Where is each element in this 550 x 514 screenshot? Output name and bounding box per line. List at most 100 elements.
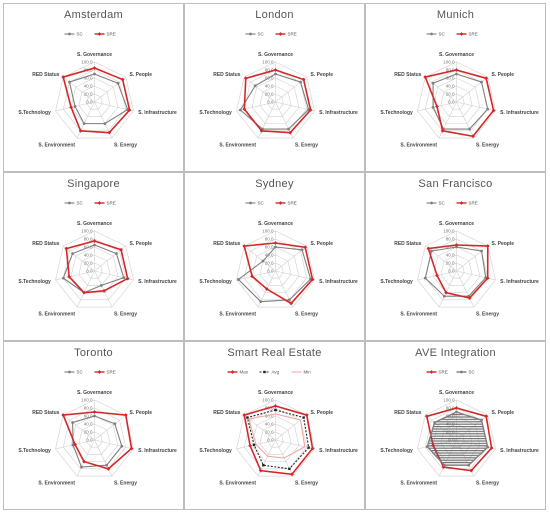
data-point [467,296,472,300]
grid-spoke [275,270,315,281]
grid-ring [267,262,284,279]
axis-label: S. Infrastructure [319,448,358,454]
legend-label: SC [258,201,265,206]
tick-label: 80.0 [265,237,274,242]
data-point [243,76,248,81]
data-point [246,416,249,419]
axis-label: S. Energy [476,480,499,486]
chart-panel-munich: Munich 0.0 20.0 40.0 60.0 80.0 100.0 S. Govern… [365,3,546,172]
data-point [67,274,72,279]
tick-label: 40.0 [265,253,274,258]
data-point [78,128,83,133]
data-point [107,130,112,135]
axis-label: S. Infrastructure [138,448,177,454]
data-point [242,107,247,112]
data-point [288,130,293,135]
grid-ring [86,431,103,448]
data-point [92,66,97,70]
data-point [454,243,459,247]
grid-ring [70,246,119,293]
series-line [62,67,131,134]
tick-label: 40.0 [265,84,274,89]
grid-spoke [244,245,276,272]
data-point [264,287,269,291]
data-point [460,370,463,374]
data-point [435,273,439,278]
data-point [97,201,102,205]
data-point [93,414,96,418]
tick-label: 20.0 [84,92,93,97]
grid-ring [86,262,103,279]
axis-label: RED Status [213,241,240,247]
data-point [262,464,265,467]
tick-label: 20.0 [84,261,93,266]
series-line [432,73,489,130]
data-point [242,413,247,417]
legend-label: SC [77,32,84,37]
data-point [469,468,474,473]
legend: SRE SC [426,370,476,375]
legend-label: SC [77,370,84,375]
series-sc [431,72,490,131]
tick-label: 0.0 [448,100,455,105]
data-point [480,418,483,422]
data-point [273,68,278,72]
data-point [68,370,71,374]
data-point [430,201,433,205]
legend: SC SRE [64,32,116,37]
legend-label: Max [240,370,249,375]
grid-ring [259,85,292,117]
series-sc [61,243,126,295]
data-point [467,463,471,467]
axis-label: S.Technology [18,279,51,285]
tick-label: 80.0 [265,68,274,73]
series-sre [61,66,132,135]
tick-label: 0.0 [448,269,455,274]
tick-label: 100.0 [262,60,274,65]
axis-label: S.Technology [199,110,232,116]
data-point [310,446,315,451]
tick-label: 20.0 [446,261,455,266]
tick-label: 60.0 [446,245,455,250]
data-point [287,298,291,302]
axis-label: S. People [311,72,334,78]
tick-label: 100.0 [443,60,455,65]
grid-ring [267,93,284,110]
series-line [72,415,123,468]
series-line [424,69,495,138]
legend-label: SRE [107,32,116,37]
axis-label: S. Governance [258,52,293,58]
axis-label: RED Status [213,72,240,78]
data-point [454,406,459,410]
data-point [290,472,294,477]
series-line [243,242,314,305]
legend: SC SRE [426,201,478,206]
legend-label: SC [469,370,476,375]
axis-label: S. Infrastructure [500,110,539,116]
tick-label: 80.0 [446,68,455,73]
data-point [252,443,256,447]
axis-label: S. Environment [219,311,256,317]
data-point [68,201,71,205]
data-point [82,459,86,464]
data-point [249,201,252,205]
grid-spoke [94,439,113,477]
grid-ring [86,93,103,110]
grid-ring [70,415,119,462]
series-sc [68,72,130,126]
data-point [310,277,315,282]
axis-label: RED Status [394,410,421,416]
data-point [106,466,111,471]
tick-label: 20.0 [265,92,274,97]
axis-label: S.Technology [199,279,232,285]
grid-ring [78,254,111,286]
grid-ring [448,93,465,110]
axis-label: S. Energy [295,480,318,486]
grid-ring [267,431,284,448]
data-point [61,75,66,79]
series-line [243,405,314,476]
series-line [426,411,489,466]
data-point [68,32,71,36]
data-point [82,290,86,295]
data-point [230,370,235,374]
